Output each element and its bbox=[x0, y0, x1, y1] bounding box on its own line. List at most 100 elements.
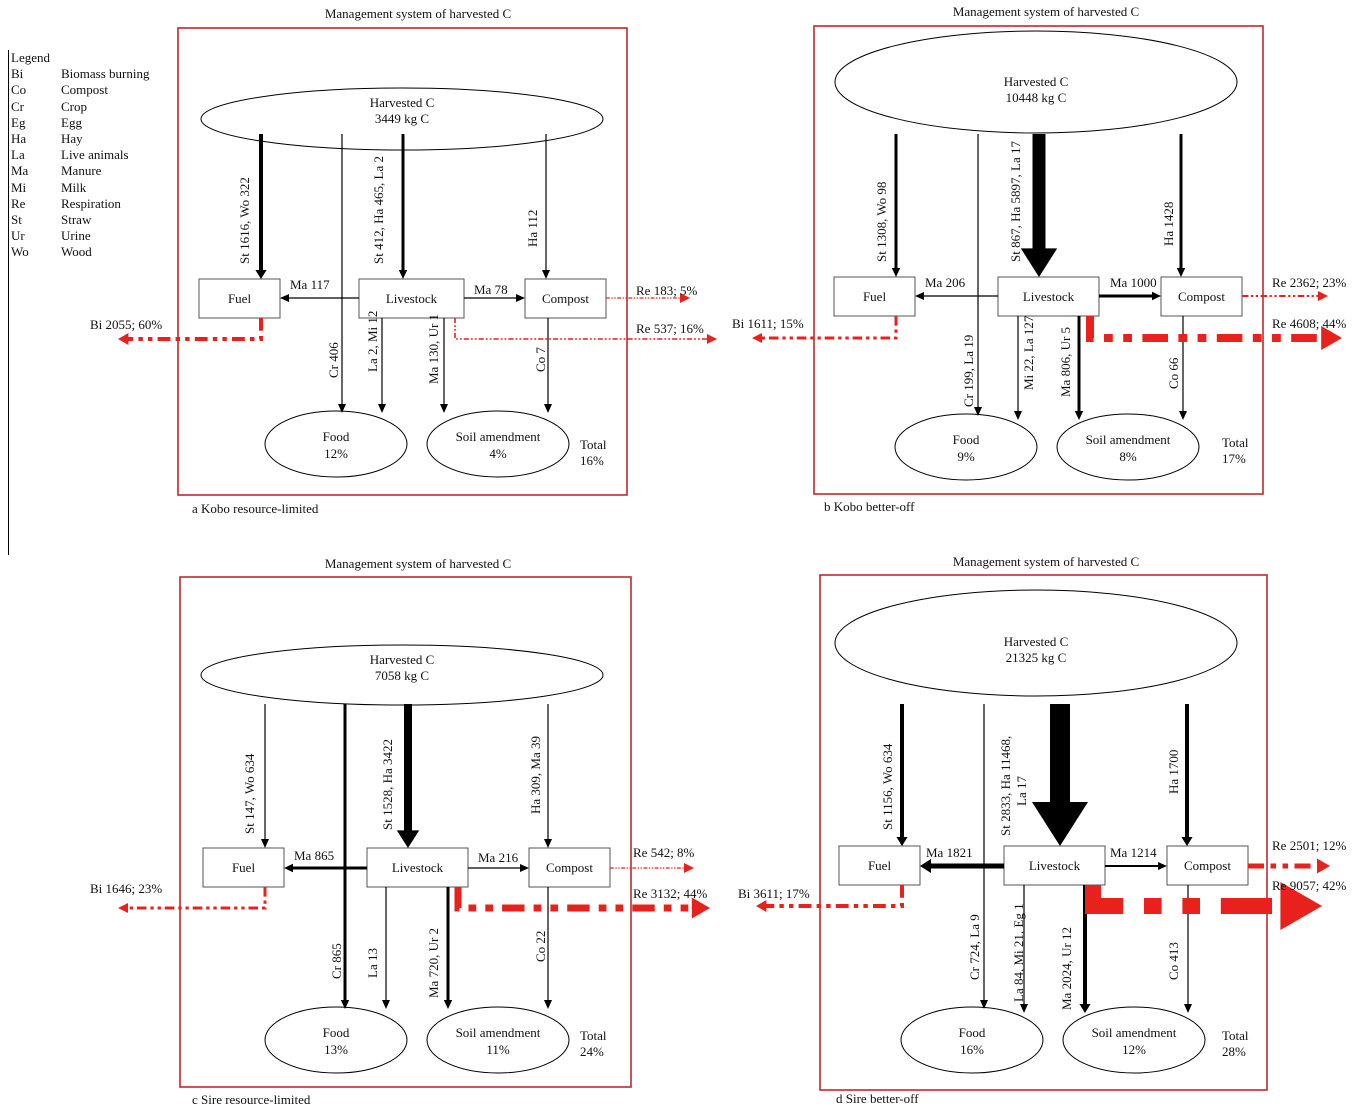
panel-caption: c Sire resource-limited bbox=[192, 1092, 311, 1107]
panel-caption: d Sire better-off bbox=[836, 1091, 919, 1106]
livestock-box bbox=[366, 847, 469, 888]
label-to-compost: Ha 112 bbox=[525, 210, 540, 247]
legend-code: Ha bbox=[11, 131, 27, 147]
label-manure-to-fuel: Ma 206 bbox=[925, 275, 966, 290]
legend-label: Crop bbox=[61, 98, 87, 114]
flow-compost-to-soil-head bbox=[1179, 411, 1187, 420]
label-livestock-to-food: La 13 bbox=[365, 948, 380, 978]
harvested-amount: 3449 kg C bbox=[375, 111, 429, 126]
legend: Legend Bi Biomass burning Co Compost Cr Cro… bbox=[8, 50, 149, 555]
label-manure-to-compost: Ma 1214 bbox=[1110, 845, 1157, 860]
label-biomass-burning: Bi 1646; 23% bbox=[90, 881, 162, 896]
panel-caption: a Kobo resource-limited bbox=[192, 501, 319, 516]
flow-livestock-to-compost-head bbox=[1158, 862, 1167, 870]
flow-to-fuel-head bbox=[896, 837, 908, 846]
livestock-respiration-flow-head bbox=[1280, 882, 1322, 930]
fuel-box bbox=[833, 276, 916, 317]
biomass-burning-flow-head bbox=[118, 903, 128, 913]
label-livestock-respiration: Re 4608; 44% bbox=[1272, 316, 1347, 331]
panel-frame bbox=[819, 574, 1268, 1091]
legend-label: Wood bbox=[61, 244, 92, 260]
label-biomass-burning: Bi 3611; 17% bbox=[738, 886, 810, 901]
harvested-amount: 21325 kg C bbox=[1006, 650, 1067, 665]
legend-title: Legend bbox=[11, 50, 50, 65]
label-to-compost: Ha 1700 bbox=[1166, 750, 1181, 794]
soil-amendment-label: Soil amendment bbox=[1086, 432, 1171, 447]
label-compost-respiration: Re 2501; 12% bbox=[1272, 838, 1347, 853]
panel-header: Management system of harvested C bbox=[953, 554, 1139, 569]
label-crop: Cr 406 bbox=[326, 342, 341, 378]
legend-label: Urine bbox=[61, 228, 91, 244]
label-to-livestock-2: La 17 bbox=[1014, 776, 1029, 806]
compost-respiration-flow-head bbox=[680, 293, 690, 303]
panel-frame bbox=[179, 576, 632, 1088]
livestock-label: Livestock bbox=[392, 860, 444, 875]
flow-crop-to-food-head bbox=[980, 1000, 988, 1009]
panel-frame bbox=[177, 27, 628, 496]
label-livestock-to-food: La 2, Mi 12 bbox=[365, 311, 380, 372]
soil-amendment-ellipse bbox=[426, 1006, 570, 1074]
label-compost-to-soil: Co 7 bbox=[533, 347, 548, 372]
soil-amendment-label: Soil amendment bbox=[456, 1025, 541, 1040]
compost-label: Compost bbox=[1184, 858, 1231, 873]
label-compost-respiration: Re 2362; 23% bbox=[1272, 275, 1347, 290]
label-compost-respiration: Re 183; 5% bbox=[636, 283, 698, 298]
flow-compost-to-soil-head bbox=[544, 404, 552, 413]
label-manure-to-compost: Ma 216 bbox=[478, 850, 519, 865]
flow-livestock-to-soil-head bbox=[1074, 411, 1084, 420]
panel-frame bbox=[813, 25, 1264, 495]
flow-crop-to-food-head bbox=[340, 1000, 350, 1009]
flow-livestock-to-soil-head bbox=[440, 404, 448, 413]
food-percent: 13% bbox=[324, 1042, 348, 1057]
biomass-burning-flow-head bbox=[118, 333, 129, 345]
label-to-compost: Ha 1428 bbox=[1161, 202, 1176, 246]
label-to-livestock: St 2833, Ha 11468, bbox=[998, 736, 1013, 836]
legend-label: Milk bbox=[61, 179, 87, 195]
soil-amendment-percent: 4% bbox=[489, 446, 507, 461]
soil-amendment-ellipse bbox=[1056, 413, 1200, 481]
flow-livestock-to-food-head bbox=[1020, 1004, 1028, 1013]
flow-livestock-to-soil-head bbox=[443, 1000, 453, 1009]
livestock-respiration-flow-head bbox=[707, 334, 717, 344]
flow-to-compost-head bbox=[542, 270, 550, 279]
fuel-box bbox=[198, 278, 281, 319]
soil-amendment-percent: 8% bbox=[1119, 449, 1137, 464]
label-manure-to-compost: Ma 78 bbox=[474, 282, 508, 297]
total-percent: 16% bbox=[580, 453, 604, 468]
compost-label: Compost bbox=[542, 291, 589, 306]
livestock-respiration-flow bbox=[1086, 316, 1324, 342]
panel-header: Management system of harvested C bbox=[325, 556, 511, 571]
compost-box bbox=[528, 847, 611, 888]
legend-item: Eg Egg bbox=[9, 115, 149, 131]
compost-respiration-flow-head bbox=[1318, 291, 1328, 301]
flow-livestock-to-fuel-head bbox=[280, 294, 289, 302]
label-livestock-to-food: Mi 22, La 127 bbox=[1021, 315, 1036, 390]
total-label: Total bbox=[1222, 1028, 1249, 1043]
soil-amendment-ellipse bbox=[426, 410, 570, 478]
label-to-fuel: St 1616, Wo 322 bbox=[237, 177, 252, 264]
flow-to-livestock-head bbox=[1020, 248, 1058, 277]
label-crop: Cr 865 bbox=[329, 943, 344, 979]
legend-item: Bi Biomass burning bbox=[9, 66, 149, 82]
label-to-fuel: St 1308, Wo 98 bbox=[874, 182, 889, 262]
flow-livestock-to-compost-head bbox=[520, 864, 529, 872]
label-livestock-respiration: Re 3132; 44% bbox=[633, 886, 708, 901]
label-to-livestock: St 412, Ha 465, La 2 bbox=[371, 156, 386, 264]
food-ellipse bbox=[894, 413, 1038, 481]
compost-box bbox=[524, 278, 607, 319]
legend-label: Respiration bbox=[61, 195, 121, 211]
label-to-fuel: St 147, Wo 634 bbox=[242, 753, 257, 834]
label-to-fuel: St 1156, Wo 634 bbox=[880, 743, 895, 830]
label-livestock-to-soil: Ma 2024, Ur 12 bbox=[1059, 927, 1074, 1010]
flow-to-livestock-head bbox=[396, 830, 420, 848]
food-ellipse bbox=[264, 410, 408, 478]
label-biomass-burning: Bi 2055; 60% bbox=[90, 317, 162, 332]
label-livestock-to-soil: Ma 130, Ur 1 bbox=[426, 314, 441, 384]
flow-to-livestock-head bbox=[1032, 802, 1088, 846]
label-compost-to-soil: Co 66 bbox=[1166, 357, 1181, 389]
flow-to-fuel-head bbox=[255, 270, 267, 279]
livestock-label: Livestock bbox=[1023, 289, 1075, 304]
fuel-box bbox=[202, 847, 285, 888]
livestock-respiration-flow-head bbox=[1321, 326, 1342, 350]
biomass-burning-flow bbox=[760, 316, 898, 340]
